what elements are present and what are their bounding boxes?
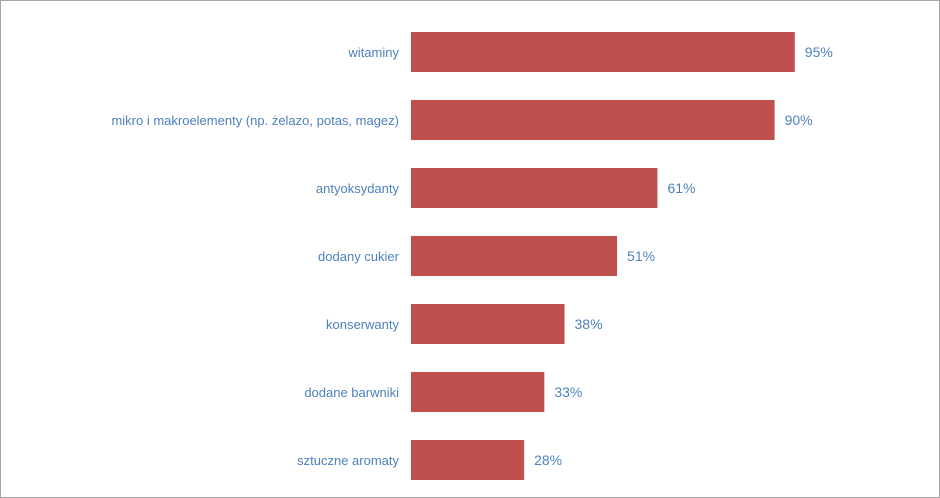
category-label: mikro i makroelementy (np. żelazo, potas… <box>111 113 399 128</box>
value-label: 38% <box>575 316 603 332</box>
category-label: dodane barwniki <box>304 385 399 400</box>
bar <box>411 372 545 412</box>
bar <box>411 236 618 276</box>
value-label: 51% <box>627 248 655 264</box>
category-label: antyoksydanty <box>316 181 400 196</box>
value-label: 33% <box>554 384 582 400</box>
category-label: konserwanty <box>326 317 399 332</box>
category-label: witaminy <box>347 45 399 60</box>
category-label: sztuczne aromaty <box>297 453 399 468</box>
bar <box>411 32 795 72</box>
bar <box>411 304 565 344</box>
bar <box>411 440 525 480</box>
value-label: 95% <box>805 44 833 60</box>
bar <box>411 168 658 208</box>
value-label: 61% <box>667 180 695 196</box>
category-label: dodany cukier <box>318 249 400 264</box>
bar <box>411 100 775 140</box>
value-label: 90% <box>785 112 813 128</box>
value-label: 28% <box>534 452 562 468</box>
